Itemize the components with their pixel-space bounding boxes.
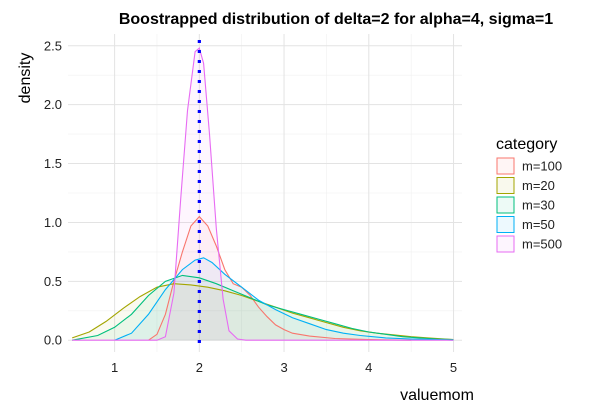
legend-item: m=100 xyxy=(496,157,562,175)
chart-title: Boostrapped distribution of delta=2 for … xyxy=(119,11,553,28)
density-area-m=100 xyxy=(148,216,412,341)
y-tick-label: 2.5 xyxy=(44,38,62,53)
x-axis: 1 2 3 4 5 xyxy=(111,360,457,375)
legend-title: category xyxy=(496,136,557,153)
density-lines xyxy=(72,47,454,341)
legend-key xyxy=(496,196,515,214)
legend-key xyxy=(496,157,515,175)
x-tick-label: 2 xyxy=(196,360,203,375)
legend: category m=100 m=20 m=30 m=50 m=500 xyxy=(496,136,562,253)
y-tick-label: 0.0 xyxy=(44,333,62,348)
x-tick-label: 1 xyxy=(111,360,118,375)
density-area-m=500 xyxy=(72,48,454,341)
y-tick-label: 1.5 xyxy=(44,156,62,171)
legend-label: m=20 xyxy=(522,178,555,193)
legend-label: m=100 xyxy=(522,159,562,174)
density-area-m=50 xyxy=(114,257,454,341)
legend-item: m=20 xyxy=(496,177,555,194)
x-tick-label: 3 xyxy=(280,360,287,375)
x-tick-label: 5 xyxy=(450,360,457,375)
density-line-m=500 xyxy=(72,47,454,341)
legend-key xyxy=(496,235,515,253)
legend-key xyxy=(496,177,515,194)
density-areas xyxy=(72,48,454,341)
y-tick-label: 0.5 xyxy=(44,274,62,289)
y-tick-label: 1.0 xyxy=(44,215,62,230)
density-line-m=100 xyxy=(148,215,412,341)
x-tick-label: 4 xyxy=(365,360,372,375)
legend-label: m=30 xyxy=(522,198,555,213)
y-axis-title: density xyxy=(17,53,34,104)
legend-item: m=30 xyxy=(496,196,555,214)
x-axis-title: valuemom xyxy=(400,387,474,404)
y-tick-label: 2.0 xyxy=(44,97,62,112)
legend-label: m=50 xyxy=(522,217,555,232)
legend-item: m=500 xyxy=(496,235,562,253)
legend-key xyxy=(496,216,515,233)
grid xyxy=(68,34,462,352)
legend-item: m=50 xyxy=(496,216,555,233)
density-line-m=50 xyxy=(114,257,454,341)
legend-label: m=500 xyxy=(522,237,562,252)
y-axis: 0.0 0.5 1.0 1.5 2.0 2.5 xyxy=(44,38,62,347)
